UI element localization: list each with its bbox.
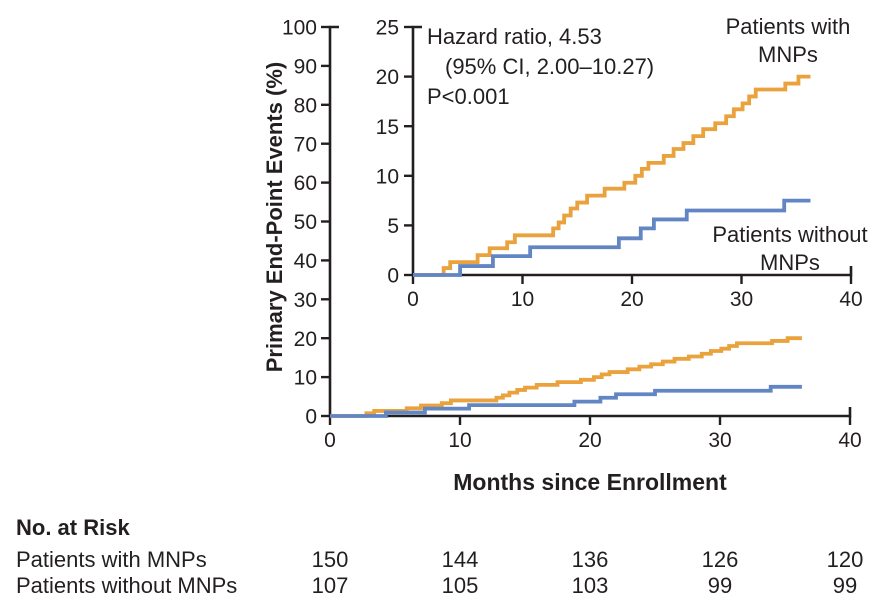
main-y-tick-label: 50 [294, 211, 317, 234]
risk-value: 150 [311, 547, 349, 572]
risk-value: 99 [832, 573, 858, 598]
main-y-tick-label: 60 [294, 172, 317, 195]
inset-y-tick-label: 0 [387, 265, 399, 288]
label-patients-without-mnps-line1: Patients without [712, 222, 868, 247]
curve-with_mnps-inset [413, 74, 811, 277]
risk-value: 120 [826, 547, 864, 572]
inset-y-tick-label: 10 [376, 165, 399, 188]
inset-x-tick-label: 10 [511, 288, 534, 311]
y-axis-title: Primary End-Point Events (%) [262, 61, 287, 373]
main-y-tick-label: 40 [294, 250, 317, 273]
main-x-tick-label: 20 [578, 429, 601, 452]
risk-row-label-without-mnps: Patients without MNPs [16, 573, 238, 598]
risk-value: 105 [441, 573, 479, 598]
hazard-ratio-annotation: Hazard ratio, 4.53 (95% CI, 2.00–10.27) … [427, 22, 654, 112]
risk-table-title: No. at Risk [16, 515, 130, 540]
curve-without_mnps-inset [413, 198, 811, 277]
risk-value: 144 [441, 547, 479, 572]
label-patients-without-mnps: Patients without MNPs [700, 221, 880, 277]
curve-without_mnps-main [330, 384, 802, 418]
inset-zoom-chart: 0 5 10 15 20 25 0 10 20 30 40 [376, 17, 863, 311]
main-y-tick-label: 70 [294, 133, 317, 156]
inset-y-tick-label: 15 [376, 116, 399, 139]
main-y-axis [328, 25, 339, 416]
risk-value: 136 [571, 547, 609, 572]
label-patients-with-mnps-line2: MNPs [758, 42, 818, 67]
label-patients-without-mnps-line2: MNPs [760, 250, 820, 275]
main-y-tick-label: 100 [282, 17, 317, 40]
inset-y-axis [411, 25, 422, 275]
main-x-tick-label: 30 [708, 429, 731, 452]
risk-value: 99 [707, 573, 733, 598]
label-patients-with-mnps: Patients with MNPs [698, 13, 878, 69]
inset-x-tick-label: 0 [407, 288, 419, 311]
inset-x-tick-label: 30 [730, 288, 753, 311]
main-y-tick-label: 80 [294, 94, 317, 117]
annotation-line-3: P<0.001 [427, 84, 510, 109]
curve-with_mnps-main [330, 336, 802, 418]
main-y-tick-label: 30 [294, 289, 317, 312]
main-y-tick-label: 10 [294, 367, 317, 390]
inset-y-tick-label: 20 [376, 66, 399, 89]
risk-value: 126 [701, 547, 739, 572]
risk-value: 103 [571, 573, 609, 598]
inset-x-tick-label: 20 [620, 288, 643, 311]
annotation-line-2: (95% CI, 2.00–10.27) [445, 54, 655, 79]
main-x-tick-label: 10 [448, 429, 471, 452]
x-axis-title: Months since Enrollment [453, 469, 727, 495]
annotation-line-1: Hazard ratio, 4.53 [427, 24, 602, 49]
main-y-tick-label: 90 [294, 55, 317, 78]
risk-row-label-with-mnps: Patients with MNPs [16, 547, 207, 572]
label-patients-with-mnps-line1: Patients with [725, 14, 851, 39]
main-y-tick-label: 0 [305, 406, 317, 429]
inset-y-tick-label: 25 [376, 17, 399, 40]
inset-x-tick-label: 40 [839, 288, 862, 311]
main-y-tick-label: 20 [294, 328, 317, 351]
main-x-tick-label: 40 [838, 429, 861, 452]
risk-value: 107 [311, 573, 349, 598]
inset-y-tick-label: 5 [387, 215, 399, 238]
main-x-tick-label: 0 [324, 429, 336, 452]
